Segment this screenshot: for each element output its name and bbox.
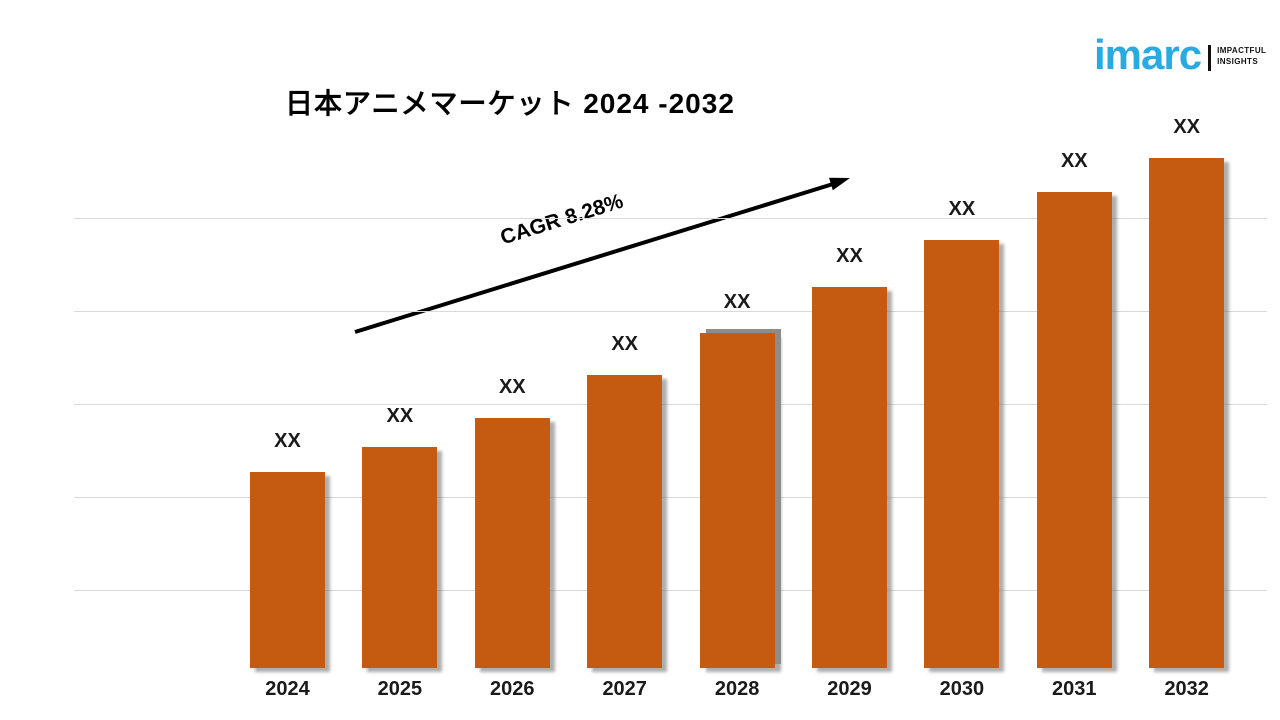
logo-divider-bar	[1208, 45, 1212, 71]
x-tick-2031: 2031	[1052, 678, 1097, 700]
bar-2030	[924, 240, 1000, 668]
bar-2025	[362, 447, 438, 668]
value-label-2029: XX	[836, 245, 863, 267]
value-label-2030: XX	[948, 198, 976, 220]
x-tick-2025: 2025	[377, 678, 423, 700]
x-tick-2028: 2028	[714, 678, 760, 700]
value-label-2025: XX	[386, 405, 414, 427]
value-label-2026: XX	[498, 376, 526, 398]
value-label-2027: XX	[611, 333, 639, 355]
logo-tagline-line1: IMPACTFUL	[1217, 46, 1267, 55]
bar-2031	[1036, 192, 1112, 668]
x-tick-2030: 2030	[939, 678, 985, 700]
value-label-2024: XX	[274, 430, 301, 452]
imarc-logo-text: imarc	[1094, 31, 1202, 78]
gridline	[74, 497, 1267, 498]
bar-2029	[812, 287, 887, 668]
imarc-logo: imarc IMPACTFUL INSIGHTS	[1094, 34, 1266, 76]
x-tick-2026: 2026	[490, 678, 535, 700]
chart-title: 日本アニメマーケット 2024 -2032	[285, 88, 735, 119]
logo-tagline-line2: INSIGHTS	[1217, 57, 1259, 67]
gridline	[74, 311, 1267, 312]
logo-tagline: IMPACTFUL INSIGHTS	[1217, 45, 1266, 67]
bar-2028	[699, 333, 775, 668]
value-label-2032: XX	[1173, 116, 1201, 138]
x-tick-2032: 2032	[1164, 678, 1209, 700]
bar-2024	[250, 472, 325, 668]
bar-2032	[1149, 158, 1225, 668]
value-label-2028: XX	[723, 291, 751, 313]
x-tick-2027: 2027	[602, 678, 647, 700]
gridline	[74, 404, 1267, 405]
gridline	[74, 218, 1267, 219]
value-label-2031: XX	[1060, 150, 1088, 172]
bar-2026	[474, 418, 550, 668]
x-tick-2024: 2024	[265, 678, 310, 700]
bar-2027	[587, 375, 663, 668]
x-tick-2029: 2029	[827, 678, 872, 700]
gridline	[74, 590, 1267, 591]
